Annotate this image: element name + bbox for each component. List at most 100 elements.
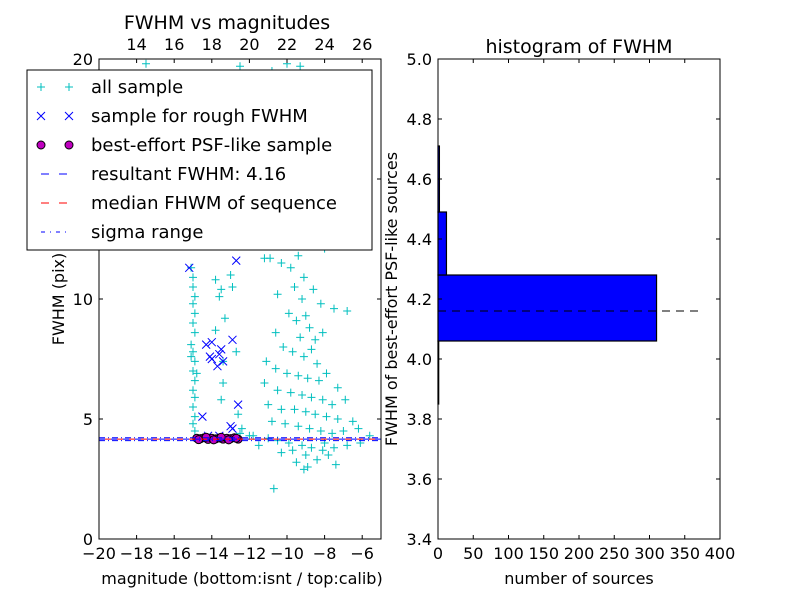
all-sample-point bbox=[286, 263, 295, 272]
all-sample-point bbox=[333, 383, 342, 392]
all-sample-point bbox=[316, 427, 325, 435]
all-sample-point bbox=[299, 352, 308, 361]
all-sample-point bbox=[269, 484, 278, 493]
all-sample-point bbox=[298, 295, 307, 303]
legend-box bbox=[26, 69, 373, 251]
all-sample-point bbox=[187, 352, 196, 361]
all-sample-point bbox=[273, 290, 282, 299]
all-sample-point bbox=[281, 419, 290, 428]
legend-cross-icon bbox=[64, 111, 74, 121]
x-tick-label: −14 bbox=[195, 544, 229, 563]
y-tick-label: 4.0 bbox=[407, 350, 432, 369]
x-tick-label: 100 bbox=[493, 544, 524, 563]
legend-entry: best-effort PSF-like sample bbox=[36, 135, 332, 156]
x-tick-label: 50 bbox=[463, 544, 483, 563]
legend-entry: sample for rough FWHM bbox=[36, 106, 308, 127]
all-sample-point bbox=[234, 410, 243, 419]
all-sample-point bbox=[262, 357, 271, 366]
all-sample-point bbox=[299, 273, 308, 282]
all-sample-point bbox=[192, 369, 201, 378]
all-sample-point bbox=[237, 424, 246, 433]
all-sample-point bbox=[318, 446, 327, 455]
top-x-tick-label: 26 bbox=[352, 35, 372, 54]
all-sample-point bbox=[267, 417, 276, 426]
all-sample-point bbox=[305, 323, 314, 332]
all-sample-point bbox=[290, 405, 299, 414]
all-sample-point bbox=[313, 455, 322, 464]
legend-label: sample for rough FWHM bbox=[91, 106, 308, 127]
all-sample-point bbox=[189, 299, 197, 308]
all-sample-point bbox=[236, 62, 244, 71]
x-tick-label: −12 bbox=[233, 544, 267, 563]
all-sample-point bbox=[277, 405, 286, 414]
all-sample-point bbox=[211, 275, 220, 284]
y-tick-label: 4.4 bbox=[407, 230, 432, 249]
x-tick-label: 250 bbox=[599, 544, 630, 563]
all-sample-point bbox=[219, 379, 228, 387]
all-sample-point bbox=[189, 347, 197, 356]
legend-entry: all sample bbox=[37, 77, 183, 98]
y-tick-label: 10 bbox=[73, 290, 93, 309]
all-sample-point bbox=[292, 458, 301, 467]
all-sample-point bbox=[343, 307, 352, 315]
all-sample-point bbox=[333, 415, 342, 423]
all-sample-point bbox=[288, 446, 297, 455]
top-x-tick-label: 24 bbox=[314, 35, 334, 54]
histogram-bar bbox=[437, 274, 658, 342]
all-sample-point bbox=[273, 386, 282, 395]
x-tick-label: −8 bbox=[313, 544, 337, 563]
scatter-points bbox=[99, 59, 381, 493]
x-tick-label: −16 bbox=[157, 544, 191, 563]
all-sample-point bbox=[142, 59, 150, 68]
y-tick-label: 3.4 bbox=[407, 530, 432, 549]
all-sample-point bbox=[190, 412, 199, 421]
all-sample-point bbox=[190, 393, 199, 402]
all-sample-point bbox=[254, 441, 263, 450]
histogram-title: histogram of FWHM bbox=[485, 36, 672, 58]
all-sample-point bbox=[277, 448, 286, 457]
legend-plus-icon bbox=[65, 83, 73, 91]
x-tick-label: 200 bbox=[564, 544, 595, 563]
rough-fwhm-point bbox=[207, 354, 217, 364]
x-tick-label: 0 bbox=[433, 544, 443, 563]
all-sample-point bbox=[190, 357, 199, 366]
histogram-bar bbox=[437, 211, 448, 276]
all-sample-point bbox=[211, 326, 220, 335]
legend-label: median FHWM of sequence bbox=[91, 193, 337, 214]
all-sample-point bbox=[189, 283, 197, 291]
psf-like-point bbox=[209, 435, 219, 445]
all-sample-point bbox=[190, 376, 199, 385]
all-sample-point bbox=[301, 407, 310, 416]
y-tick-label: 4.8 bbox=[407, 110, 432, 129]
rough-fwhm-point bbox=[207, 337, 217, 347]
histogram-xlabel: number of sources bbox=[504, 569, 654, 588]
top-x-tick-label: 20 bbox=[239, 35, 259, 54]
y-tick-label: 5 bbox=[83, 410, 93, 429]
histogram-ylabel: FWHM of best-effort PSF-like sources bbox=[382, 152, 401, 446]
all-sample-point bbox=[348, 417, 357, 426]
x-tick-label: −6 bbox=[350, 544, 374, 563]
all-sample-point bbox=[294, 371, 303, 380]
legend-entry: resultant FWHM: 4.16 bbox=[41, 164, 286, 185]
x-tick-label: −18 bbox=[120, 544, 154, 563]
all-sample-point bbox=[365, 431, 374, 440]
all-sample-point bbox=[307, 393, 316, 402]
all-sample-point bbox=[341, 395, 350, 404]
all-sample-point bbox=[217, 285, 226, 294]
all-sample-point bbox=[271, 328, 280, 337]
top-x-tick-label: 16 bbox=[164, 35, 184, 54]
all-sample-point bbox=[313, 359, 322, 368]
rough-fwhm-point bbox=[231, 256, 241, 265]
histogram-plot: 0 50 100 150 200 250 300 350 400 3.4 3.6 3.8 4.0 4.2 4… bbox=[382, 36, 735, 588]
all-sample-point bbox=[286, 388, 295, 397]
legend: all sample sample for rough FWHM best-effo… bbox=[26, 69, 373, 251]
all-sample-point bbox=[217, 395, 226, 404]
all-sample-point bbox=[296, 333, 305, 342]
y-tick-label: 5.0 bbox=[407, 50, 432, 69]
all-sample-point bbox=[264, 400, 273, 409]
all-sample-point bbox=[277, 259, 286, 267]
all-sample-point bbox=[284, 439, 293, 447]
all-sample-point bbox=[284, 309, 293, 318]
all-sample-point bbox=[189, 386, 197, 395]
rough-fwhm-point bbox=[233, 400, 243, 409]
